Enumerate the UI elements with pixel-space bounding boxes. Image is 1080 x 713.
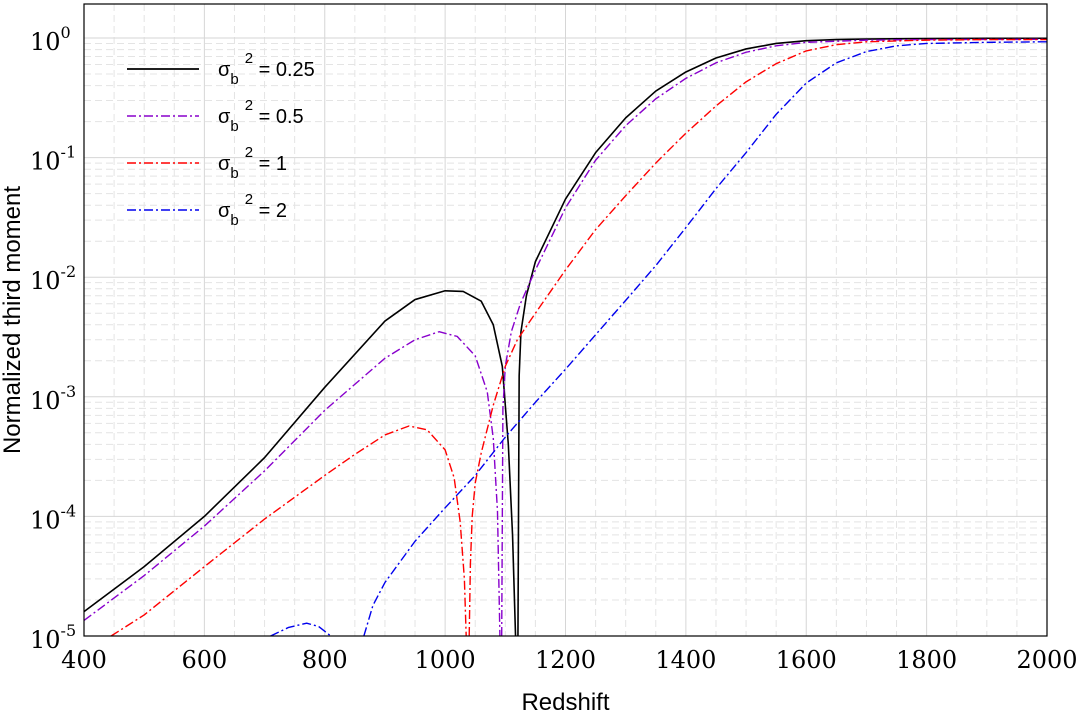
x-tick-label: 600 [181,646,227,674]
series-line-4 [110,425,467,637]
x-tick-label: 800 [302,646,348,674]
series-line-6 [270,622,332,637]
series-line-0 [83,289,517,637]
legend-label: σb2 = 2 [218,191,287,229]
y-tick-label: 100 [30,23,71,56]
series-lines [83,37,1048,637]
x-tick-label: 1400 [655,646,716,674]
legend-label: σb2 = 0.5 [218,97,304,135]
x-tick-label: 1800 [896,646,957,674]
y-tick-label: 10-5 [30,621,76,654]
legend-label: σb2 = 0.25 [218,50,315,88]
x-axis-label: Redshift [521,689,609,713]
y-axis-label: Normalized third moment [0,186,26,454]
series-line-7 [363,41,1048,637]
series-line-3 [501,38,1048,637]
x-tick-label: 1600 [776,646,837,674]
x-tick-labels: 400 600 800 1000 1200 1400 1600 1800 2000 [61,646,1077,674]
grid-lines [83,4,1048,637]
x-tick-label: 2000 [1016,646,1077,674]
x-tick-label: 400 [61,646,107,674]
legend: σb2 = 0.25 σb2 = 0.5 σb2 = 1 σb2 = 2 [127,50,315,229]
series-line-2 [83,331,501,637]
series-line-1 [517,37,1047,637]
y-tick-label: 10-1 [30,143,76,176]
x-tick-label: 1000 [415,646,476,674]
plot-frame [83,3,1048,637]
x-tick-label: 1200 [535,646,596,674]
series-line-5 [468,38,1047,637]
legend-label: σb2 = 1 [218,144,287,182]
